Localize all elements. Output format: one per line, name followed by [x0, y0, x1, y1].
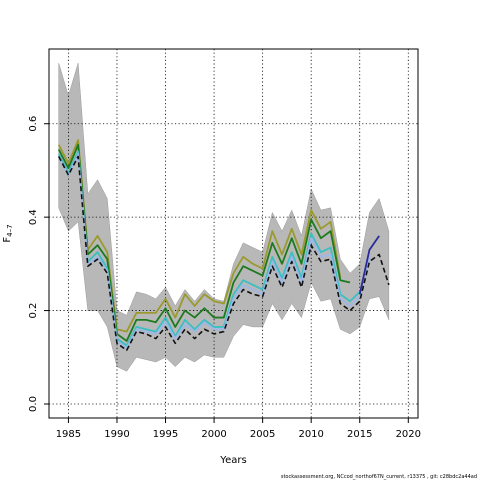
- x-axis-title: Years: [219, 455, 246, 466]
- confidence-band: [58, 62, 390, 372]
- footer-source: stockassessment.org, NCcod_northof67N_cu…: [281, 474, 477, 480]
- x-tick-label: 2000: [201, 429, 226, 440]
- x-tick-label: 1995: [153, 429, 178, 440]
- x-axis: 1985 1990 1995 2000 2005 2010 2015 2020: [56, 418, 421, 440]
- y-axis-title: F4–7: [2, 224, 14, 242]
- x-tick-label: 2020: [396, 429, 421, 440]
- series-line-olive: [57, 139, 342, 333]
- plot-frame: [48, 48, 419, 419]
- x-tick-label: 2005: [250, 429, 275, 440]
- y-axis: 0.0 0.2 0.4 0.6: [28, 116, 49, 412]
- x-tick-label: 1985: [56, 429, 81, 440]
- series-layer: [57, 139, 390, 352]
- x-tick-label: 2015: [347, 429, 372, 440]
- series-line-black: [58, 155, 390, 352]
- series-line-navy: [358, 235, 380, 295]
- x-tick-label: 2010: [298, 429, 323, 440]
- y-tick-label: 0.6: [28, 116, 39, 132]
- y-tick-label: 0.2: [28, 303, 39, 319]
- series-line-green: [57, 143, 351, 342]
- confidence-band-layer: [58, 62, 390, 372]
- y-tick-label: 0.4: [28, 209, 39, 225]
- y-axis-title-main: F: [2, 237, 13, 243]
- svg-text:F4–7: F4–7: [2, 224, 14, 242]
- x-tick-label: 1990: [104, 429, 129, 440]
- y-tick-label: 0.0: [28, 396, 39, 412]
- y-axis-title-subscript: 4–7: [6, 224, 14, 236]
